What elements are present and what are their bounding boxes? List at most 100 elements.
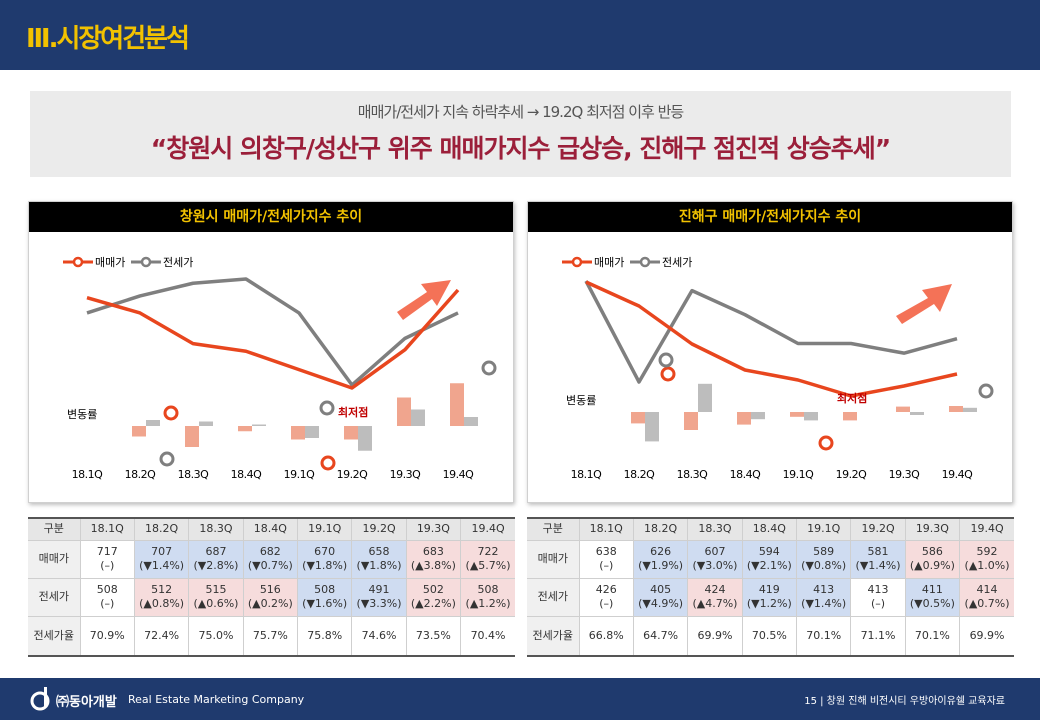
- change-rate-label: 변동률: [67, 408, 97, 421]
- value-cell: 75.7%: [242, 616, 298, 657]
- table-row: 전세가 426 (–) 405 (▼4.9%) 424 (▲4.7%) 419 (▼1.2%) 4…: [527, 578, 1014, 617]
- cell-change: (▼0.8%): [801, 559, 847, 572]
- summary-banner: 매매가/전세가 지속 하락추세 → 19.2Q 최저점 이후 반등 “창원시 의…: [30, 91, 1011, 177]
- cell-value: 69.9%: [697, 628, 733, 642]
- quarter-header-cell: 18.3Q: [188, 517, 244, 541]
- cell-change: (▲2.2%): [410, 597, 456, 610]
- ring-marker-icon: [320, 455, 336, 471]
- cell-change: (▼3.0%): [692, 559, 738, 572]
- cell-change: (▲0.2%): [247, 597, 293, 610]
- cell-change: (▲0.9%): [909, 559, 955, 572]
- quarter-header-cell: 19.3Q: [405, 517, 461, 541]
- row-label-cell: 전세가율: [28, 616, 81, 657]
- footer-bar: ㈜동아개발 Real Estate Marketing Company 15 |…: [0, 678, 1040, 720]
- value-cell: 66.8%: [578, 616, 634, 657]
- value-cell: 682 (▼0.7%): [242, 540, 298, 579]
- x-tick-label: 19.4Q: [443, 468, 474, 481]
- change-bar-jeonse: [751, 412, 765, 420]
- value-cell: 70.1%: [904, 616, 960, 657]
- value-cell: 592 (▲1.0%): [959, 540, 1014, 579]
- change-bar-sale: [896, 406, 910, 412]
- value-cell: 424 (▲4.7%): [687, 578, 743, 617]
- cell-value: 626: [650, 545, 672, 558]
- header-label-cell: 구분: [28, 517, 81, 541]
- cell-value: 670: [314, 545, 336, 558]
- legend-label: 매매가: [594, 256, 624, 269]
- x-tick-label: 19.2Q: [337, 468, 368, 481]
- ring-marker-icon: [818, 435, 834, 451]
- cell-change: (▼0.7%): [247, 559, 293, 572]
- cell-change: (▼2.1%): [746, 559, 792, 572]
- jinhae-chart-panel: 진해구 매매가/전세가지수 추이 매매가 전세가 변동률 최저점 18.1Q 18.2Q 1…: [527, 201, 1013, 503]
- value-cell: 413 (▼1.4%): [795, 578, 851, 617]
- quarter-header-cell: 19.2Q: [351, 517, 407, 541]
- cell-change: (▼1.2%): [746, 597, 792, 610]
- cell-change: (▼1.4%): [855, 559, 901, 572]
- jeonse-line: [584, 280, 958, 384]
- banner-subtitle: 매매가/전세가 지속 하락추세 → 19.2Q 최저점 이후 반등: [357, 103, 684, 121]
- table-row: 매매가 638 (–) 626 (▼1.9%) 607 (▼3.0%) 594 (▼2.1%) 5…: [527, 540, 1014, 579]
- cell-value: 70.5%: [751, 628, 787, 642]
- value-cell: 419 (▼1.2%): [741, 578, 797, 617]
- value-cell: 73.5%: [405, 616, 461, 657]
- chart-legend: 매매가 전세가: [562, 256, 692, 269]
- cell-value: 491: [368, 583, 390, 596]
- cell-value: 508: [96, 583, 118, 596]
- sale-line: [585, 280, 958, 398]
- cell-value: 69.9%: [969, 628, 1005, 642]
- cell-change: (–): [100, 597, 115, 610]
- cell-value: 658: [368, 545, 390, 558]
- cell-value: 75.7%: [252, 628, 288, 642]
- cell-value: 424: [704, 583, 726, 596]
- cell-value: 682: [259, 545, 281, 558]
- value-cell: 594 (▼2.1%): [741, 540, 797, 579]
- table-row: 전세가 508 (–) 512 (▲0.8%) 515 (▲0.6%) 516 (▲0.2%) 5…: [28, 578, 515, 617]
- x-tick-label: 18.2Q: [125, 468, 156, 481]
- change-bar-jeonse: [804, 412, 818, 421]
- value-cell: 491 (▼3.3%): [351, 578, 407, 617]
- value-cell: 70.1%: [795, 616, 851, 657]
- x-tick-label: 18.3Q: [178, 468, 209, 481]
- value-cell: 683 (▲3.8%): [405, 540, 461, 579]
- change-bar-sale: [790, 412, 804, 417]
- cell-value: 426: [595, 583, 617, 596]
- cell-change: (▲0.7%): [964, 597, 1010, 610]
- value-cell: 515 (▲0.6%): [188, 578, 244, 617]
- value-cell: 717 (–): [79, 540, 135, 579]
- change-bar-sale: [397, 397, 411, 426]
- cell-value: 638: [595, 545, 617, 558]
- change-bar-sale: [450, 383, 464, 426]
- change-bar-jeonse: [910, 412, 924, 415]
- value-cell: 74.6%: [351, 616, 407, 657]
- header-label-cell: 구분: [527, 517, 580, 541]
- x-tick-label: 19.1Q: [783, 468, 814, 481]
- legend-label: 전세가: [662, 256, 692, 269]
- value-cell: 70.5%: [741, 616, 797, 657]
- table-row: 전세가율 70.9% 72.4% 75.0% 75.7% 75.8% 74.6% 73.5% 7…: [28, 616, 515, 657]
- change-bar-jeonse: [963, 407, 977, 412]
- cell-value: 74.6%: [361, 628, 397, 642]
- value-cell: 502 (▲2.2%): [405, 578, 461, 617]
- value-cell: 658 (▼1.8%): [351, 540, 407, 579]
- cell-change: (▲1.2%): [465, 597, 511, 610]
- section-title: Ⅲ.시장여건분석: [26, 24, 190, 54]
- value-cell: 589 (▼0.8%): [795, 540, 851, 579]
- cell-value: 508: [314, 583, 336, 596]
- change-bar-sale: [185, 426, 199, 447]
- cell-value: 64.7%: [643, 628, 679, 642]
- value-cell: 414 (▲0.7%): [959, 578, 1014, 617]
- changwon-chart-panel: 창원시 매매가/전세가지수 추이 매매가 전세가 변동률 최저점 18.1Q 18.2Q 1…: [28, 201, 514, 503]
- quarter-header-cell: 19.3Q: [904, 517, 960, 541]
- cell-change: (–): [100, 559, 115, 572]
- company-name: ㈜동아개발: [56, 695, 117, 710]
- cell-value: 413: [867, 583, 889, 596]
- table-row: 전세가율 66.8% 64.7% 69.9% 70.5% 70.1% 71.1% 70.1% 6…: [527, 616, 1014, 657]
- row-label-cell: 전세가율: [527, 616, 580, 657]
- cell-value: 722: [477, 545, 499, 558]
- header-bar: Ⅲ.시장여건분석: [0, 0, 1040, 70]
- value-cell: 516 (▲0.2%): [242, 578, 298, 617]
- cell-change: (▲1.0%): [964, 559, 1010, 572]
- quarter-header-cell: 18.2Q: [632, 517, 688, 541]
